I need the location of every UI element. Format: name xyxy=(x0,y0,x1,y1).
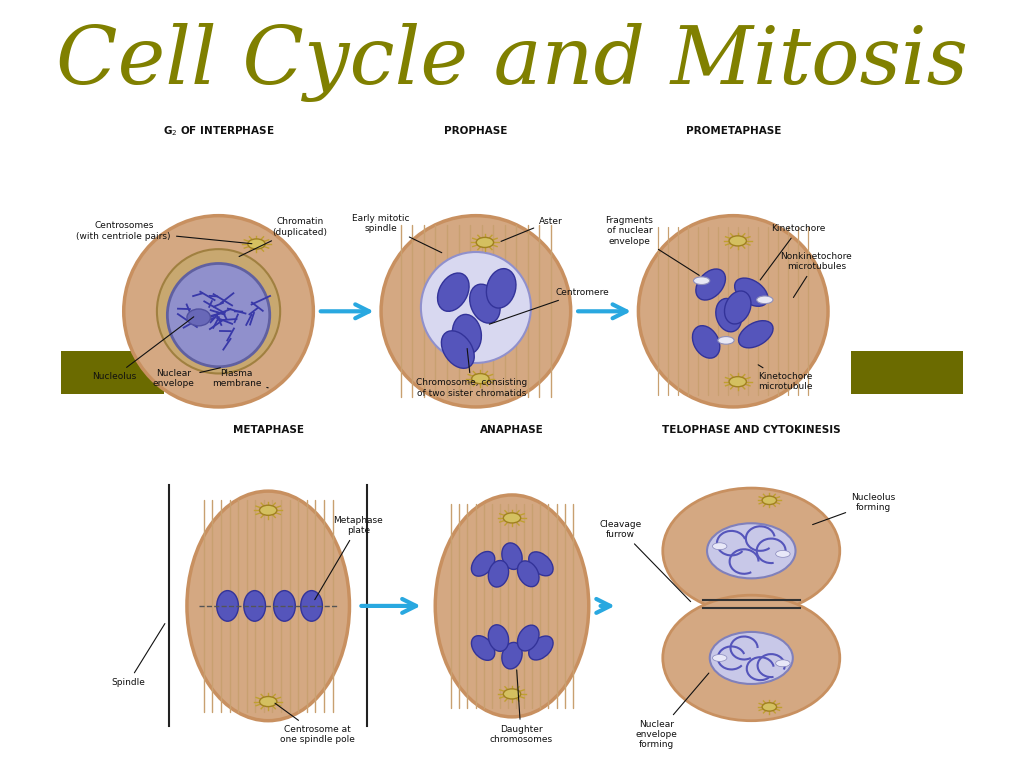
Text: Aster: Aster xyxy=(501,217,563,241)
Ellipse shape xyxy=(693,277,710,284)
Ellipse shape xyxy=(729,376,746,387)
Ellipse shape xyxy=(124,216,313,407)
Ellipse shape xyxy=(259,697,276,707)
Text: Chromosome, consisting
of two sister chromatids: Chromosome, consisting of two sister chr… xyxy=(416,349,527,398)
Text: TELOPHASE AND CYTOKINESIS: TELOPHASE AND CYTOKINESIS xyxy=(662,425,841,435)
Text: Cleavage
furrow: Cleavage furrow xyxy=(599,520,690,601)
Ellipse shape xyxy=(663,488,840,614)
Ellipse shape xyxy=(696,269,725,300)
Ellipse shape xyxy=(692,326,720,358)
Text: Centrosome at
one spindle pole: Centrosome at one spindle pole xyxy=(275,703,355,744)
Ellipse shape xyxy=(259,505,276,515)
Ellipse shape xyxy=(273,591,295,621)
Ellipse shape xyxy=(248,239,265,249)
Text: Plasma
membrane: Plasma membrane xyxy=(212,369,268,389)
Ellipse shape xyxy=(471,551,495,576)
Ellipse shape xyxy=(762,496,776,505)
Ellipse shape xyxy=(707,523,796,578)
Ellipse shape xyxy=(663,595,840,720)
Ellipse shape xyxy=(486,269,516,308)
Text: Kinetochore: Kinetochore xyxy=(760,224,825,280)
Ellipse shape xyxy=(472,373,489,384)
Text: PROMETAPHASE: PROMETAPHASE xyxy=(685,127,781,137)
Ellipse shape xyxy=(488,625,509,651)
Text: G$_2$ OF INTERPHASE: G$_2$ OF INTERPHASE xyxy=(163,124,274,138)
Ellipse shape xyxy=(437,273,469,311)
Ellipse shape xyxy=(502,642,522,669)
Ellipse shape xyxy=(713,543,727,550)
Text: PROPHASE: PROPHASE xyxy=(444,127,508,137)
Text: Chromatin
(duplicated): Chromatin (duplicated) xyxy=(240,217,328,257)
Text: Centromere: Centromere xyxy=(489,288,609,324)
Ellipse shape xyxy=(504,689,520,699)
Ellipse shape xyxy=(301,591,323,621)
Ellipse shape xyxy=(441,331,474,369)
Text: Nonkinetochore
microtubules: Nonkinetochore microtubules xyxy=(780,252,852,297)
Text: Spindle: Spindle xyxy=(112,624,165,687)
Ellipse shape xyxy=(729,236,746,246)
Ellipse shape xyxy=(716,299,741,332)
Ellipse shape xyxy=(725,291,751,324)
Text: Nuclear
envelope: Nuclear envelope xyxy=(153,368,220,389)
Text: Kinetochore
microtubule: Kinetochore microtubule xyxy=(758,365,813,392)
Ellipse shape xyxy=(517,561,539,587)
Ellipse shape xyxy=(528,552,553,576)
Ellipse shape xyxy=(435,495,589,717)
Ellipse shape xyxy=(757,296,773,303)
Ellipse shape xyxy=(710,632,793,684)
Text: Cell Cycle and Mitosis: Cell Cycle and Mitosis xyxy=(56,23,968,102)
Text: METAPHASE: METAPHASE xyxy=(232,425,304,435)
Ellipse shape xyxy=(638,216,828,407)
Text: Nuclear
envelope
forming: Nuclear envelope forming xyxy=(636,673,709,750)
Ellipse shape xyxy=(157,249,281,373)
Ellipse shape xyxy=(762,703,776,711)
Ellipse shape xyxy=(734,278,768,306)
Text: Daughter
chromosomes: Daughter chromosomes xyxy=(489,670,553,744)
Ellipse shape xyxy=(381,216,570,407)
Text: Fragments
of nuclear
envelope: Fragments of nuclear envelope xyxy=(605,216,699,276)
Ellipse shape xyxy=(421,252,530,363)
Ellipse shape xyxy=(476,237,494,247)
Ellipse shape xyxy=(217,591,239,621)
Text: Early mitotic
spindle: Early mitotic spindle xyxy=(352,214,441,253)
Ellipse shape xyxy=(471,636,495,660)
FancyBboxPatch shape xyxy=(851,352,964,393)
Text: Nucleolus: Nucleolus xyxy=(92,317,194,381)
Ellipse shape xyxy=(488,561,509,587)
Ellipse shape xyxy=(502,543,522,569)
Ellipse shape xyxy=(167,263,269,367)
Ellipse shape xyxy=(738,321,773,348)
Ellipse shape xyxy=(187,491,349,720)
Text: ANAPHASE: ANAPHASE xyxy=(480,425,544,435)
Ellipse shape xyxy=(718,336,734,344)
Text: Metaphase
plate: Metaphase plate xyxy=(314,516,383,600)
Ellipse shape xyxy=(775,551,791,558)
Ellipse shape xyxy=(775,660,791,667)
Ellipse shape xyxy=(517,625,539,651)
Ellipse shape xyxy=(504,513,520,523)
Ellipse shape xyxy=(713,654,727,661)
Ellipse shape xyxy=(528,636,553,660)
Ellipse shape xyxy=(187,309,210,326)
Text: Centrosomes
(with centriole pairs): Centrosomes (with centriole pairs) xyxy=(77,221,252,243)
Text: Nucleolus
forming: Nucleolus forming xyxy=(813,493,895,525)
Ellipse shape xyxy=(470,284,500,323)
Ellipse shape xyxy=(244,591,265,621)
Ellipse shape xyxy=(453,314,481,354)
FancyBboxPatch shape xyxy=(60,352,165,393)
